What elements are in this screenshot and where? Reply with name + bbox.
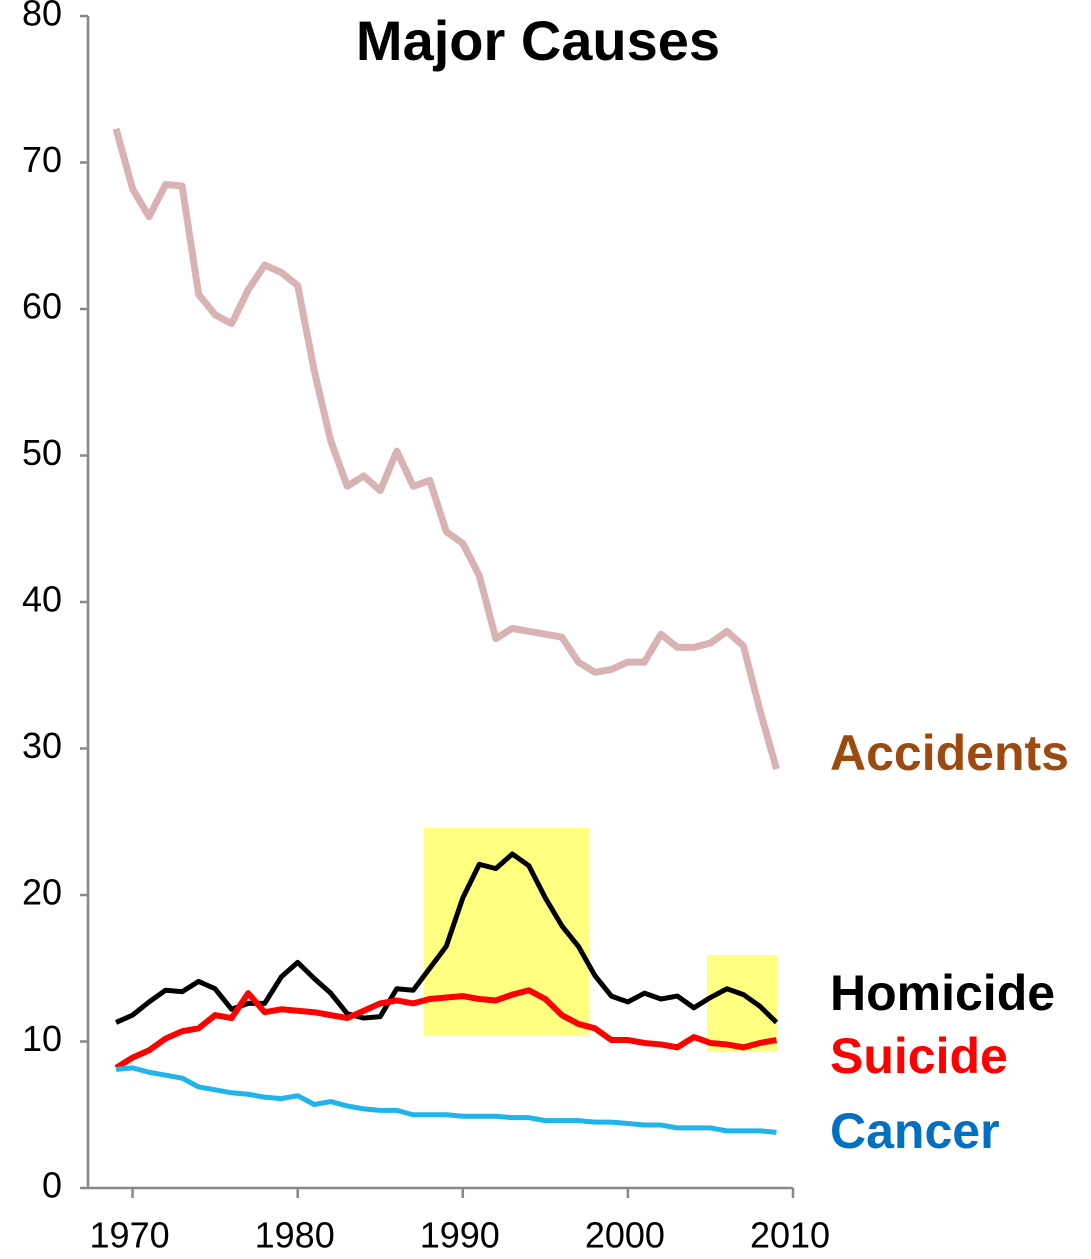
y-tick-label: 50 <box>22 432 62 473</box>
highlight <box>707 955 777 1052</box>
series-label: Accidents <box>830 725 1069 781</box>
y-tick-label: 10 <box>22 1018 62 1059</box>
x-tick-label: 1980 <box>255 1215 335 1256</box>
series-line <box>115 851 779 1025</box>
series-label: Cancer <box>830 1103 1000 1159</box>
series-line <box>115 1065 777 1135</box>
series-line <box>112 127 780 770</box>
chart-title: Major Causes <box>356 9 720 72</box>
x-tick-label: 1990 <box>420 1215 500 1256</box>
y-tick-label: 70 <box>22 139 62 180</box>
series-line <box>114 987 778 1071</box>
y-tick-label: 80 <box>22 0 62 34</box>
x-tick-label: 1970 <box>90 1215 170 1256</box>
y-tick-label: 30 <box>22 725 62 766</box>
y-tick-label: 0 <box>42 1165 62 1206</box>
x-tick-label: 2000 <box>585 1215 665 1256</box>
y-tick-label: 40 <box>22 579 62 620</box>
series-label: Suicide <box>830 1028 1008 1084</box>
y-tick-label: 60 <box>22 286 62 327</box>
y-tick-label: 20 <box>22 872 62 913</box>
series-label: Homicide <box>830 965 1055 1021</box>
x-tick-label: 2010 <box>750 1215 830 1256</box>
